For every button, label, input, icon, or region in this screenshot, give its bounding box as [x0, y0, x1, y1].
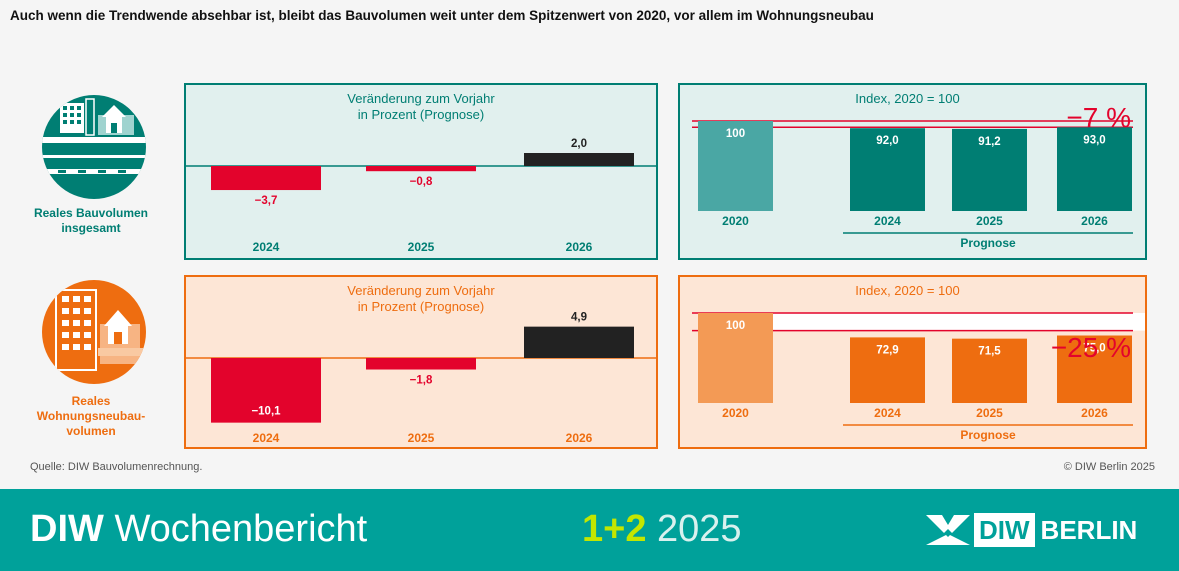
bar-2020 — [698, 313, 773, 403]
bar-2024 — [211, 166, 321, 191]
chart-title-line: in Prozent (Prognose) — [358, 107, 484, 122]
copyright-note: © DIW Berlin 2025 — [1063, 461, 1155, 473]
category-label: 2025 — [976, 406, 1003, 420]
residential-building-icon — [42, 280, 146, 384]
category-label: 2025 — [408, 431, 435, 445]
category-label: 2025 — [408, 240, 435, 254]
data-label: 91,2 — [978, 136, 1000, 148]
decline-annotation: −7 % — [1066, 102, 1131, 133]
category-label: 2024 — [253, 240, 280, 254]
bar-2024 — [211, 358, 321, 423]
bar-2025 — [366, 166, 476, 172]
data-label: 92,0 — [876, 135, 898, 147]
index-chart-housing: Index, 2020 = 100 100 2020 72,9 2024 71,5 2025… — [678, 275, 1147, 449]
data-label: −1,8 — [410, 375, 433, 387]
chart-title-line: Veränderung zum Vorjahr — [347, 91, 495, 106]
gap-band — [770, 313, 1145, 331]
data-label: 93,0 — [1083, 134, 1105, 146]
footer-bar: DIW Wochenbericht 1+2 2025 DIW BERLIN — [0, 489, 1179, 571]
footer-issue: 1+2 2025 — [582, 508, 742, 550]
data-label: −0,8 — [410, 176, 433, 188]
source-note: Quelle: DIW Bauvolumenrechnung. — [30, 461, 203, 473]
category-label: 2024 — [253, 431, 280, 445]
bar-2020 — [698, 121, 773, 211]
category-label: 2026 — [566, 431, 593, 445]
category-label: 2026 — [1081, 406, 1108, 420]
data-label: −3,7 — [255, 195, 278, 207]
decline-annotation: −25 % — [1051, 332, 1131, 363]
bar-2025 — [952, 338, 1027, 403]
data-label: 4,9 — [571, 312, 587, 324]
data-label: −10,1 — [251, 406, 281, 418]
category-label: 2026 — [1081, 214, 1108, 228]
change-chart-total: Veränderung zum Vorjahr in Prozent (Progn… — [184, 83, 658, 260]
data-label: 75,0 — [1083, 343, 1105, 355]
row-label-housing: Reales Wohnungsneubau- volumen — [36, 394, 146, 438]
row-label-total: Reales Bauvolumen insgesamt — [33, 206, 149, 235]
bar-2024 — [850, 128, 925, 211]
chart-title: Index, 2020 = 100 — [855, 91, 959, 106]
index-chart-total: Index, 2020 = 100 100 2020 92,0 2024 91,2 2025… — [678, 83, 1147, 260]
forecast-label: Prognose — [960, 428, 1016, 442]
category-label: 2024 — [874, 406, 901, 420]
diw-logo-mark-icon — [926, 515, 970, 545]
chart-title: Index, 2020 = 100 — [855, 283, 959, 298]
category-label: 2025 — [976, 214, 1003, 228]
bar-2025 — [366, 358, 476, 370]
data-label: 100 — [726, 320, 745, 332]
change-chart-housing: Veränderung zum Vorjahr in Prozent (Progn… — [184, 275, 658, 449]
building-street-icon — [42, 95, 146, 199]
category-label: 2024 — [874, 214, 901, 228]
bar-2024 — [850, 337, 925, 403]
chart-title-line: in Prozent (Prognose) — [358, 299, 484, 314]
category-label: 2020 — [722, 406, 749, 420]
category-label: 2026 — [566, 240, 593, 254]
bar-2026 — [1057, 127, 1132, 211]
diw-berlin-logo: DIW BERLIN — [926, 513, 1137, 547]
data-label: 71,5 — [978, 346, 1001, 358]
data-label: 100 — [726, 128, 745, 140]
category-label: 2020 — [722, 214, 749, 228]
data-label: 72,9 — [876, 344, 898, 356]
chart-title: Auch wenn die Trendwende absehbar ist, b… — [10, 8, 874, 23]
bar-2025 — [952, 128, 1027, 211]
bar-2026 — [524, 326, 634, 358]
forecast-label: Prognose — [960, 236, 1016, 250]
data-label: 2,0 — [571, 138, 587, 150]
bar-2026 — [1057, 335, 1132, 403]
footer-brand: DIW Wochenbericht — [30, 508, 368, 550]
bar-2026 — [524, 153, 634, 166]
chart-title-line: Veränderung zum Vorjahr — [347, 283, 495, 298]
